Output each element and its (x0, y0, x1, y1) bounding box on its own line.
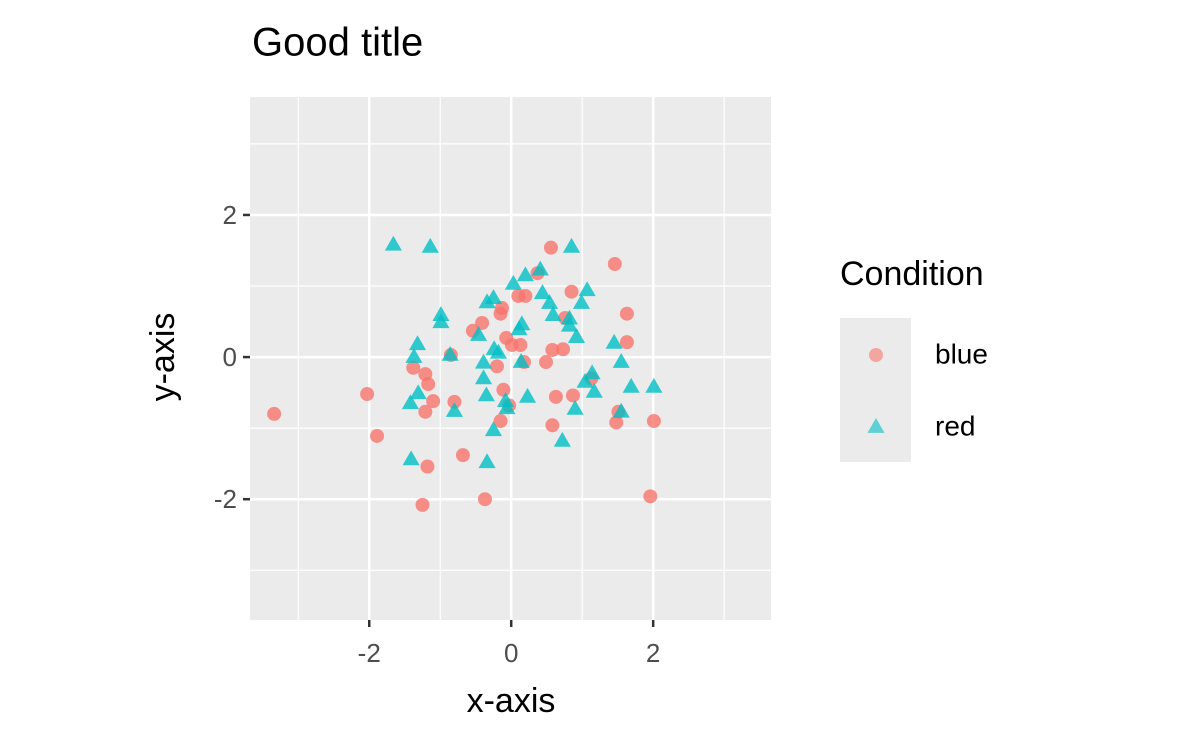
circle-point (518, 288, 533, 303)
legend: Condition blue red (840, 255, 988, 462)
triangle-point (484, 421, 503, 437)
circle-point (370, 428, 385, 443)
circle-point (475, 315, 490, 330)
circle-point (643, 489, 658, 504)
triangle-point (432, 313, 450, 329)
triangle-point (578, 281, 596, 297)
legend-label: red (935, 410, 975, 441)
triangle-point (409, 384, 427, 400)
triangle-point (605, 333, 623, 349)
circle-point (420, 459, 435, 474)
x-tick-label: 0 (504, 638, 518, 668)
triangle-point (401, 394, 419, 410)
triangle-point (645, 377, 663, 393)
circle-point (565, 388, 580, 403)
circle-point (548, 389, 563, 404)
triangle-point (470, 326, 488, 341)
triangle-point (405, 348, 423, 363)
triangle-point (504, 274, 522, 290)
circle-point (418, 404, 433, 419)
triangle-point (576, 372, 594, 388)
triangle-point (496, 392, 515, 407)
triangle-point (516, 266, 534, 282)
circle-point (490, 359, 505, 374)
y-tick-label: -2 (214, 484, 237, 514)
circle-point (421, 377, 436, 392)
triangle-point (622, 377, 640, 393)
points (267, 235, 663, 512)
triangle-point (566, 399, 584, 415)
legend-title: Condition (840, 255, 984, 293)
circle-point (513, 337, 528, 352)
x-tick-label: -2 (358, 638, 381, 668)
triangle-point (531, 260, 549, 276)
circle-point (538, 355, 553, 370)
triangle-point (384, 235, 402, 251)
circle-point (360, 387, 375, 402)
circle-point (556, 342, 571, 357)
triangle-point (583, 364, 601, 380)
circle-point (545, 342, 560, 357)
triangle-point (560, 316, 578, 332)
circle-point (564, 284, 579, 299)
triangle-point (572, 294, 591, 309)
triangle-point (518, 387, 537, 403)
legend-key (869, 348, 883, 362)
triangle-point (585, 382, 603, 398)
triangle-point (562, 237, 581, 253)
circle-point (646, 414, 661, 429)
triangle-point (441, 345, 459, 361)
circle-point (447, 394, 462, 409)
legend-key (867, 418, 885, 433)
y-tick-label: 0 (223, 342, 237, 372)
circle-point (543, 240, 558, 255)
grid (250, 97, 771, 620)
circle-point (455, 448, 470, 463)
triangle-point (477, 386, 495, 402)
triangle-point (421, 237, 439, 253)
triangle-point (540, 294, 559, 309)
triangle-point (513, 315, 531, 331)
circle-point (545, 418, 560, 433)
triangle-point (402, 450, 420, 466)
triangle-point (474, 369, 493, 385)
chart-title: Good title (252, 21, 423, 65)
circle-point (619, 335, 634, 350)
circle-point (494, 301, 509, 316)
triangle-point (408, 335, 427, 351)
circle-point (609, 415, 624, 430)
triangle-point (489, 343, 507, 359)
circle-point (496, 382, 511, 397)
circle-point (406, 360, 421, 375)
triangle-point (445, 402, 463, 417)
circle-point (426, 394, 441, 409)
triangle-point (553, 431, 571, 447)
circle-point (493, 414, 508, 429)
triangle-point (612, 402, 630, 418)
x-axis-title: x-axis (467, 682, 556, 720)
triangle-point (612, 353, 630, 368)
legend-label: blue (935, 338, 988, 369)
x-tick-label: 2 (646, 638, 660, 668)
legend-key-background (840, 318, 911, 462)
triangle-point (484, 289, 503, 304)
y-tick-label: 2 (223, 200, 237, 230)
y-axis-title: y-axis (144, 313, 182, 402)
triangle-point (567, 328, 586, 344)
circle-point (477, 492, 492, 507)
triangle-point (544, 306, 562, 322)
triangle-point (498, 399, 516, 415)
triangle-point (474, 353, 493, 369)
triangle-point (512, 353, 530, 368)
triangle-point (478, 453, 496, 469)
circle-point (619, 306, 634, 321)
circle-point (415, 497, 430, 512)
circle-point (607, 256, 622, 271)
circle-point (267, 406, 282, 421)
triangle-point (533, 284, 551, 299)
